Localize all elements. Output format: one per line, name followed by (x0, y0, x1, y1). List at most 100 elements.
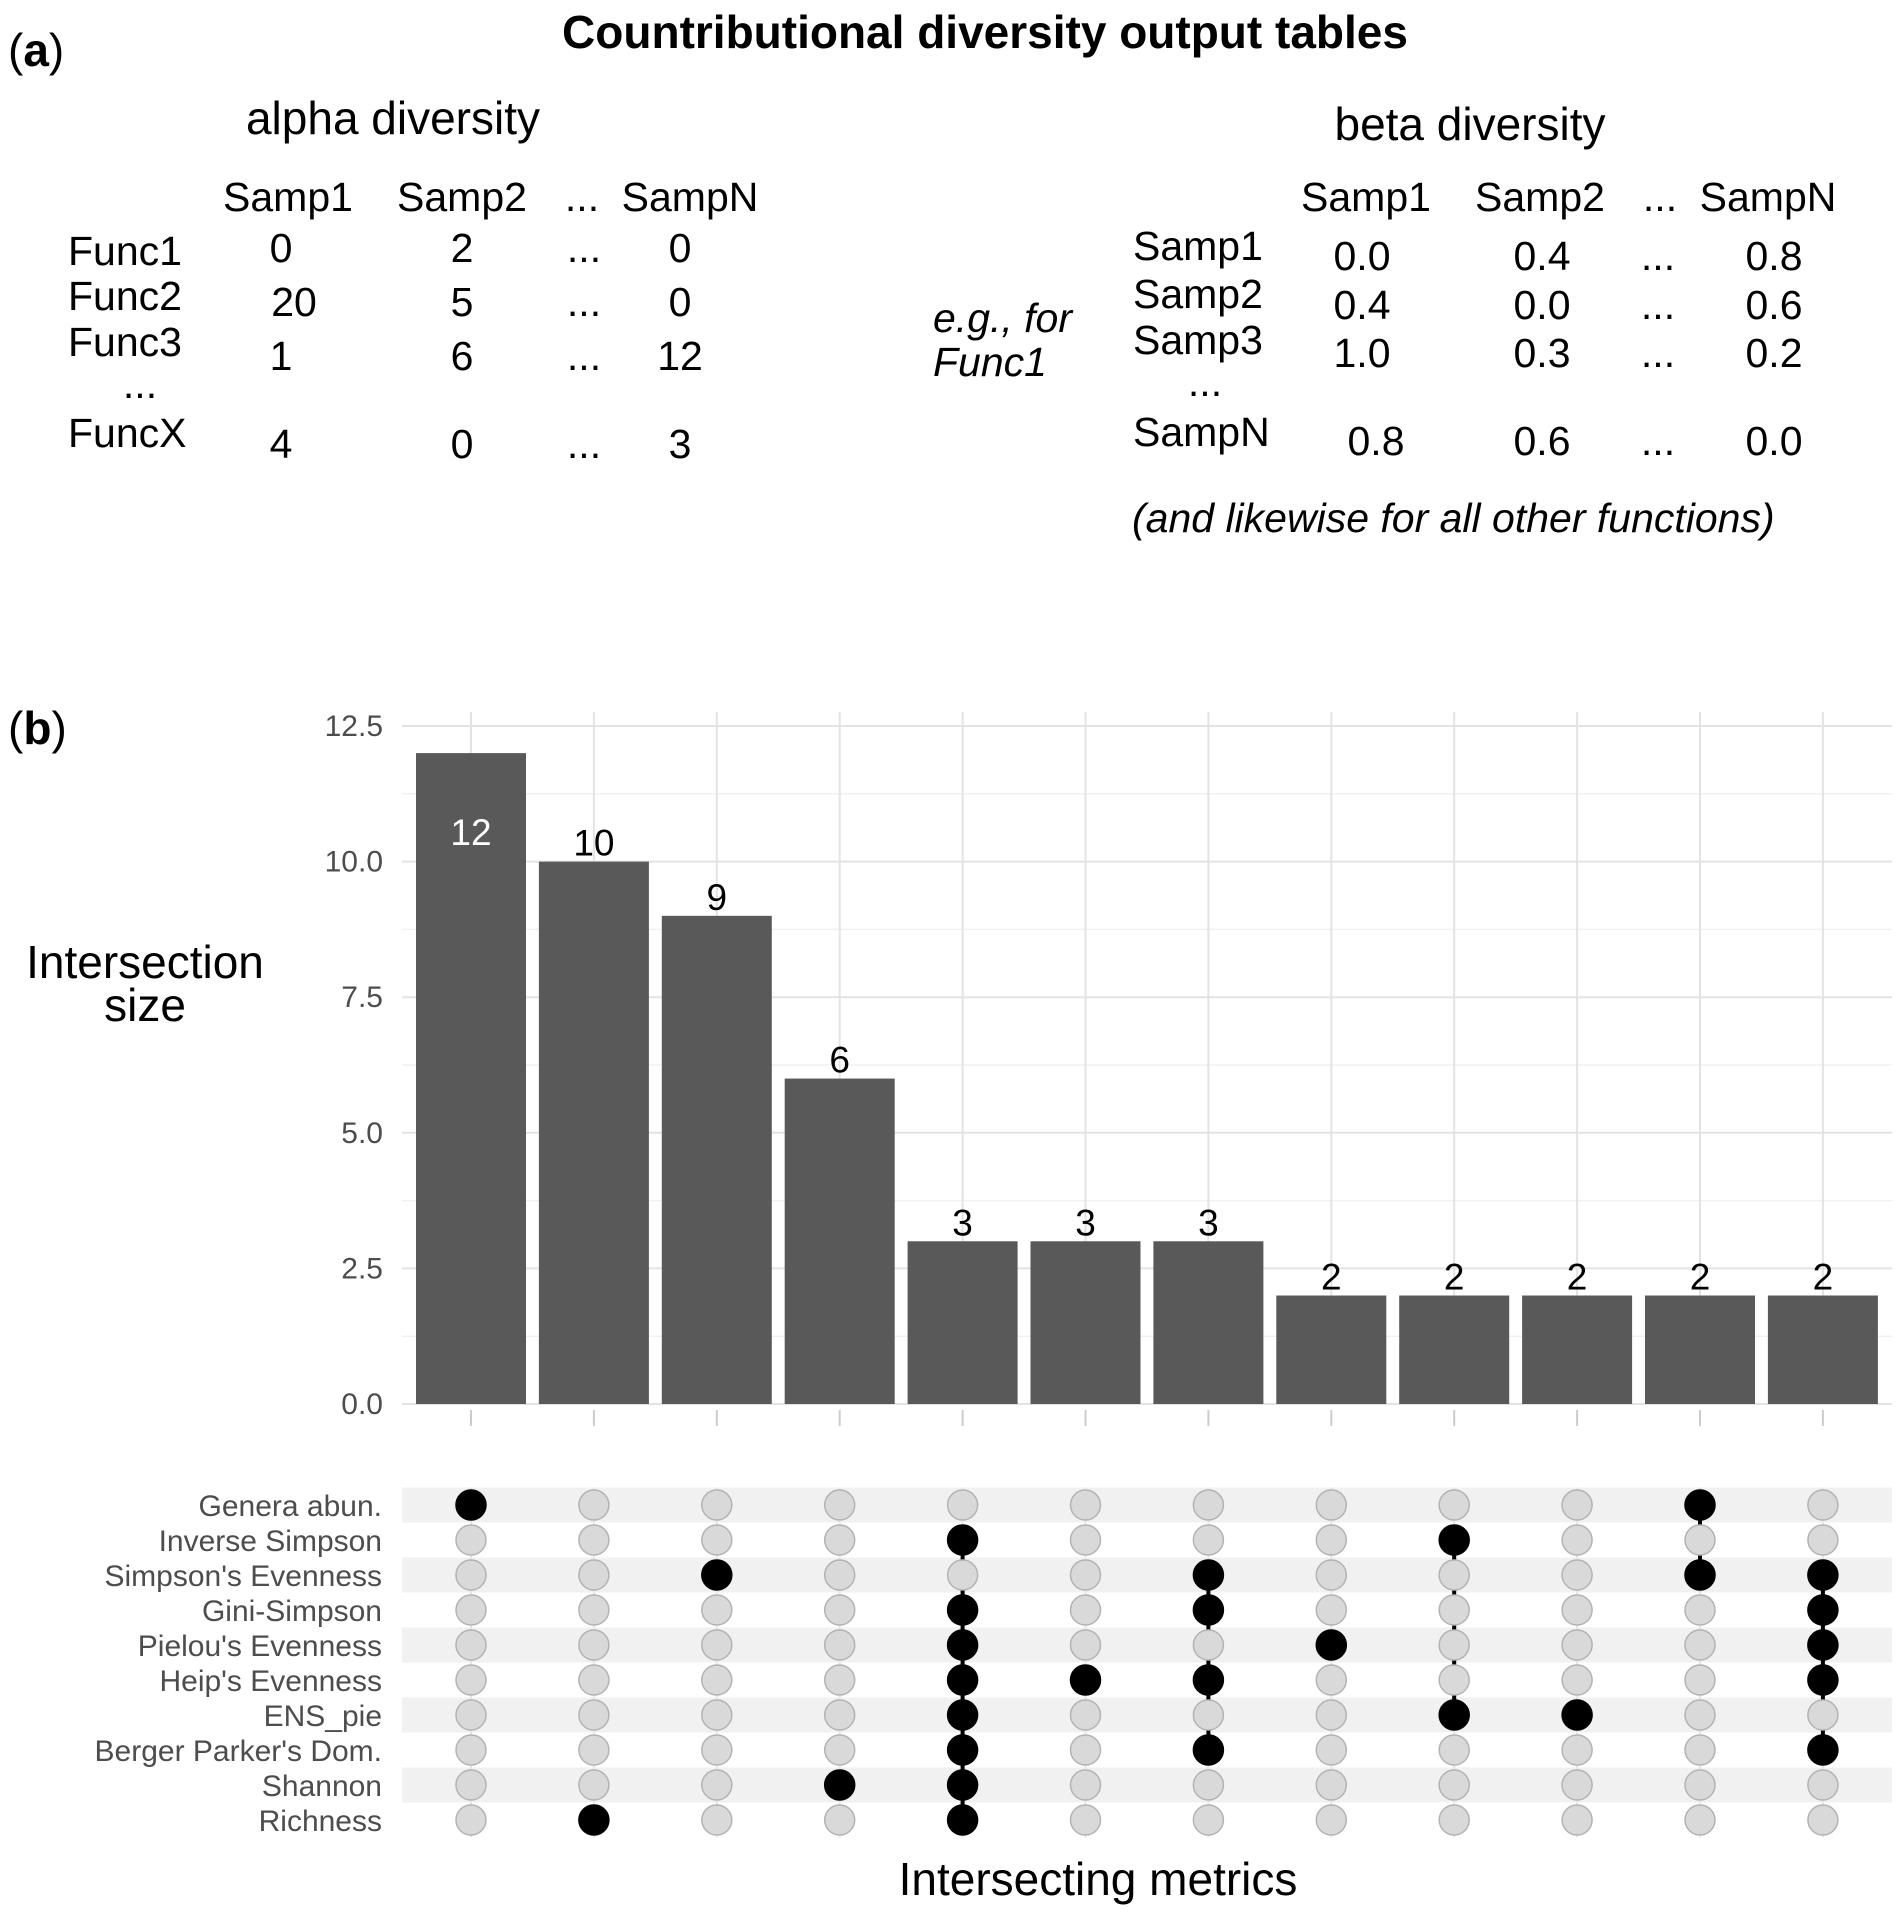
matrix-dot-inactive (1192, 1699, 1225, 1731)
bar-value-label: 3 (952, 1202, 973, 1243)
bar-value-label: 2 (1444, 1257, 1465, 1298)
matrix-dot-active (946, 1594, 979, 1626)
matrix-dot-inactive (1315, 1594, 1348, 1626)
matrix-dot-active (455, 1489, 487, 1521)
alpha-row-name: FuncX (68, 410, 187, 456)
alpha-cell: 6 (451, 333, 474, 379)
beta-row-name: SampN (1133, 409, 1270, 455)
alpha-cell: 0 (669, 279, 692, 325)
matrix-row-bands (402, 1487, 1892, 1803)
matrix-dot-inactive (1315, 1699, 1348, 1731)
y-tick-label: 2.5 (341, 1252, 383, 1285)
matrix-dot-inactive (1684, 1699, 1716, 1731)
set-label: Genera abun. (199, 1490, 382, 1523)
beta-cell: 0.8 (1746, 233, 1803, 279)
upset-chart: 12 10 9 6 3 3 3 2 2 2 2 2 0.0 2.5 5.0 7.5 10.0 12.5 Inte… (26, 710, 1892, 1905)
beta-col-header: ... (1643, 174, 1677, 220)
matrix-dot-active (823, 1769, 856, 1801)
matrix-dot-inactive (455, 1699, 487, 1731)
matrix-dot-inactive (1807, 1524, 1839, 1556)
alpha-cell: ... (567, 421, 601, 467)
matrix-dot-inactive (823, 1629, 856, 1661)
set-label: Berger Parker's Dom. (95, 1735, 382, 1768)
matrix-dot-inactive (823, 1699, 856, 1731)
bar (1276, 1295, 1387, 1404)
alpha-table: Samp1 Samp2 ... SampN Func1 0 2 ... 0 Fu… (68, 174, 758, 467)
beta-cell: 0.3 (1514, 330, 1571, 376)
beta-col-header: SampN (1700, 174, 1837, 220)
matrix-dot-inactive (1684, 1734, 1716, 1766)
matrix-dot-inactive (1807, 1804, 1839, 1836)
matrix-dot-inactive (1069, 1629, 1102, 1661)
matrix-dot-inactive (1438, 1804, 1470, 1836)
matrix-dot-inactive (578, 1524, 610, 1556)
alpha-col-header: SampN (622, 174, 759, 220)
bar (1645, 1295, 1755, 1404)
matrix-dot-inactive (1807, 1769, 1839, 1801)
matrix-dot-active (1192, 1664, 1225, 1696)
y-axis-ticks: 0.0 2.5 5.0 7.5 10.0 12.5 (325, 710, 383, 1421)
matrix-row-band (402, 1767, 1892, 1803)
matrix-dot-inactive (1315, 1769, 1348, 1801)
matrix-dot-active (1315, 1629, 1348, 1661)
matrix-dot-inactive (1315, 1559, 1348, 1591)
matrix-dot-inactive (455, 1734, 487, 1766)
matrix-dot-inactive (1561, 1559, 1593, 1591)
matrix-dot-inactive (1438, 1629, 1470, 1661)
bar-value-label: 9 (707, 877, 728, 918)
beta-cell: ... (1641, 282, 1675, 328)
beta-cell: 0.6 (1514, 418, 1571, 464)
matrix-dot-inactive (1192, 1804, 1225, 1836)
y-tick-label: 10.0 (325, 846, 383, 879)
panel-a: (a) Countributional diversity output tab… (8, 6, 1836, 541)
matrix-dot-active (1192, 1734, 1225, 1766)
matrix-dot-inactive (1069, 1559, 1102, 1591)
y-tick-label: 0.0 (341, 1388, 383, 1421)
matrix-dot-active (1684, 1489, 1716, 1521)
matrix-dot-inactive (1684, 1629, 1716, 1661)
alpha-cell: 3 (669, 421, 692, 467)
matrix-dot-inactive (1561, 1489, 1593, 1521)
matrix-dot-inactive (455, 1559, 487, 1591)
matrix-dot-inactive (1684, 1524, 1716, 1556)
beta-cell: ... (1641, 233, 1675, 279)
matrix-dot-inactive (455, 1804, 487, 1836)
bar (1399, 1295, 1510, 1404)
x-axis-label: Intersecting metrics (899, 1853, 1298, 1905)
beta-heading: beta diversity (1334, 98, 1605, 150)
beta-cell: 0.0 (1334, 233, 1391, 279)
alpha-cell: ... (567, 279, 601, 325)
matrix-dot-inactive (1438, 1489, 1470, 1521)
alpha-cell: ... (567, 333, 601, 379)
matrix-dot-active (946, 1804, 979, 1836)
matrix-dot-inactive (1561, 1804, 1593, 1836)
set-label: Simpson's Evenness (104, 1560, 382, 1593)
matrix-dot-inactive (1315, 1524, 1348, 1556)
matrix-dot-inactive (701, 1734, 733, 1766)
matrix-dot-inactive (1069, 1699, 1102, 1731)
matrix-dot-inactive (823, 1524, 856, 1556)
bars (416, 753, 1878, 1404)
matrix-dot-active (1807, 1664, 1839, 1696)
bar (1767, 1295, 1878, 1404)
matrix-dot-inactive (701, 1664, 733, 1696)
alpha-col-header: Samp2 (397, 174, 527, 220)
matrix-dot-inactive (1438, 1559, 1470, 1591)
bar (538, 861, 649, 1404)
bar-value-label: 2 (1321, 1257, 1342, 1298)
bar-value-label: 2 (1813, 1257, 1834, 1298)
alpha-cell: 12 (657, 333, 703, 379)
alpha-cell: 1 (270, 333, 293, 379)
set-label: Heip's Evenness (159, 1665, 382, 1698)
matrix-dots (455, 1489, 1839, 1836)
matrix-dot-inactive (946, 1489, 979, 1521)
matrix-dot-inactive (1684, 1769, 1716, 1801)
beta-row-name: Samp2 (1133, 271, 1263, 317)
matrix-dot-inactive (1192, 1629, 1225, 1661)
beta-row-name: Samp1 (1133, 223, 1263, 269)
y-tick-label: 12.5 (325, 710, 383, 743)
bar-value-label: 12 (450, 812, 491, 853)
beta-cell: 0.0 (1746, 418, 1803, 464)
matrix-dot-inactive (1561, 1594, 1593, 1626)
